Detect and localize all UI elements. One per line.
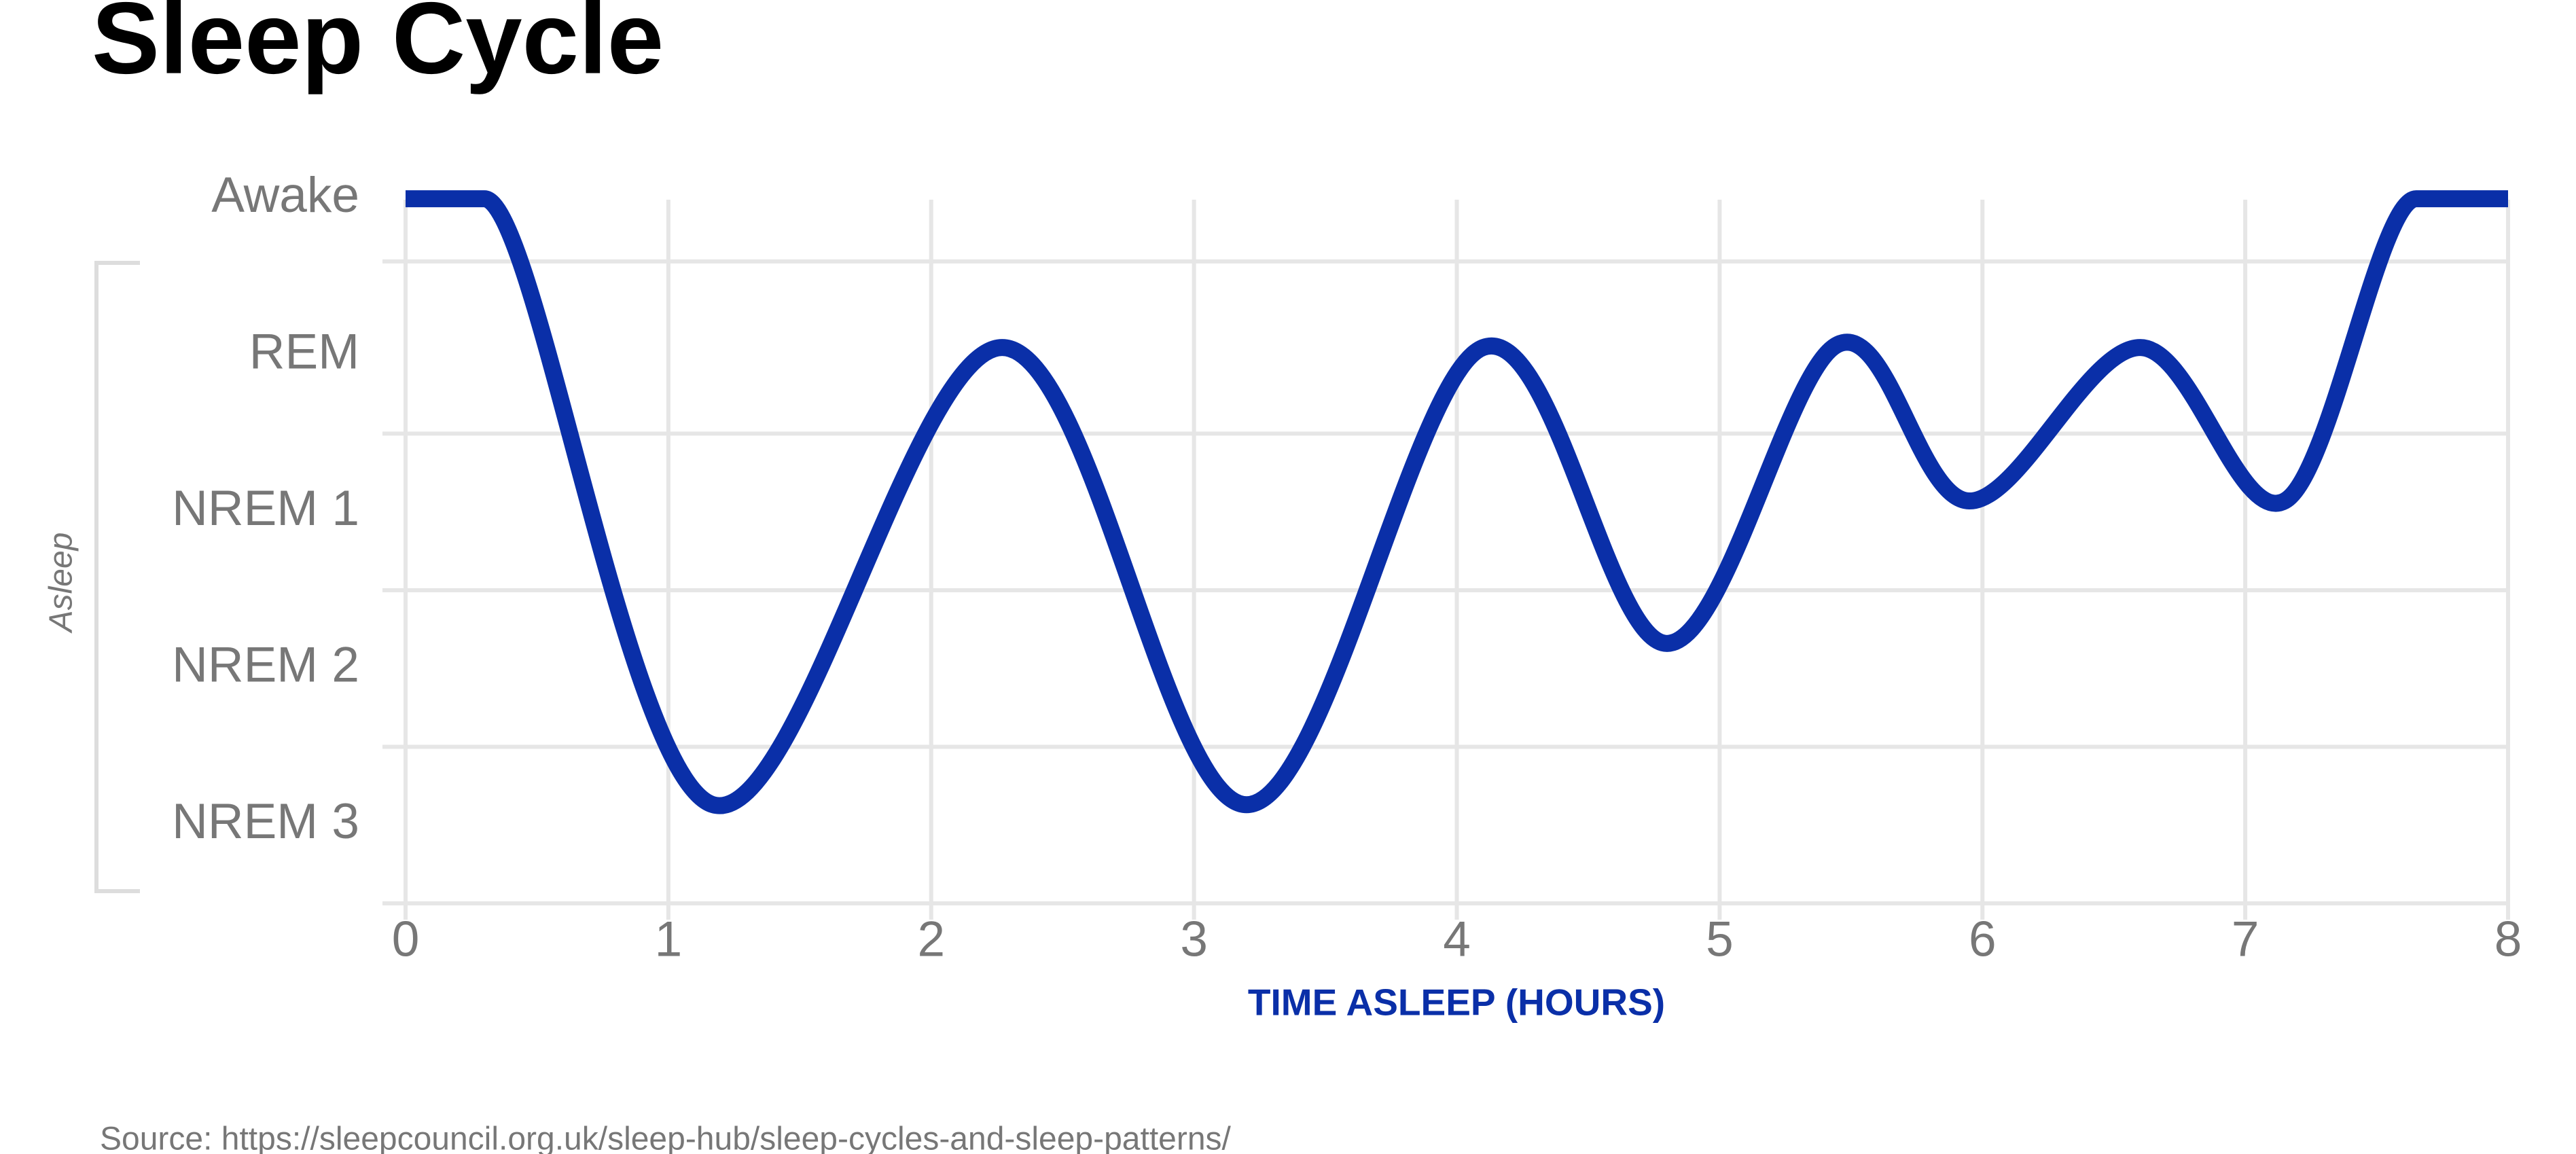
- x-tick-label: 6: [1969, 912, 1997, 967]
- y-tick-label: Awake: [211, 168, 359, 223]
- chart-title: Sleep Cycle: [92, 0, 664, 95]
- x-tick-label: 8: [2494, 912, 2522, 967]
- x-tick-label: 2: [917, 912, 945, 967]
- x-tick-label: 4: [1443, 912, 1471, 967]
- y-tick-label: NREM 1: [172, 481, 359, 536]
- x-tick-label: 5: [1706, 912, 1734, 967]
- asleep-bracket: [94, 261, 140, 893]
- y-tick-label: REM: [249, 324, 359, 379]
- source-note: Source: https://sleepcouncil.org.uk/slee…: [100, 1121, 1232, 1154]
- x-tick-label: 1: [655, 912, 683, 967]
- y-group-label: Asleep: [43, 533, 79, 634]
- sleep-line: [406, 190, 2508, 814]
- y-tick-label: NREM 2: [172, 637, 359, 692]
- x-tick-label: 3: [1180, 912, 1208, 967]
- x-tick-label: 0: [392, 912, 420, 967]
- x-axis-title: TIME ASLEEP (HOURS): [1248, 981, 1665, 1024]
- y-tick-label: NREM 3: [172, 794, 359, 849]
- x-tick-label: 7: [2232, 912, 2259, 967]
